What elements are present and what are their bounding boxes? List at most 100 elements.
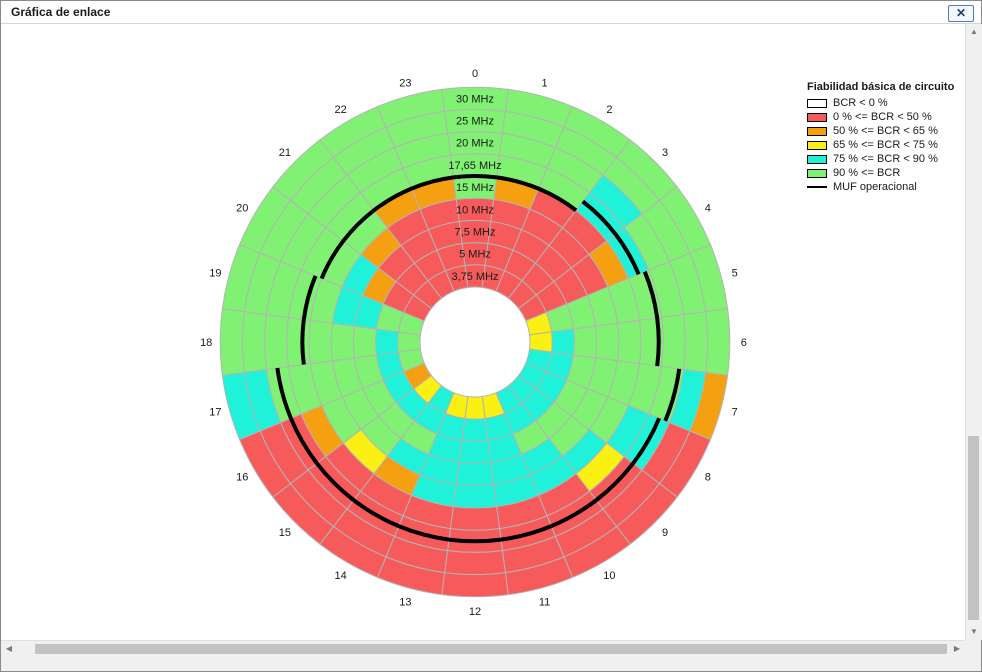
hour-label: 16 bbox=[236, 471, 248, 483]
bcr-cell bbox=[661, 313, 686, 371]
muf-segment bbox=[410, 175, 454, 191]
frequency-label: 30 MHz bbox=[456, 93, 494, 105]
muf-segment bbox=[581, 199, 618, 236]
legend-line-swatch bbox=[807, 186, 827, 188]
hour-label: 0 bbox=[472, 68, 478, 80]
legend-swatch bbox=[807, 154, 827, 164]
muf-segment bbox=[655, 317, 661, 367]
legend-label: 75 % <= BCR < 90 % bbox=[833, 153, 938, 165]
frequency-label: 7,5 MHz bbox=[455, 227, 496, 239]
title-bar: Gráfica de enlace ✕ bbox=[1, 1, 981, 24]
hour-label: 5 bbox=[732, 267, 738, 279]
hour-label: 20 bbox=[236, 203, 248, 215]
bcr-cell bbox=[264, 313, 289, 371]
legend-swatch bbox=[807, 112, 827, 122]
polar-chart: 3,75 MHz 5 MHz 7,5 MHz 10 MHz 15 MHz 17,65 MH… bbox=[200, 68, 747, 618]
muf-segment bbox=[301, 275, 318, 320]
close-button[interactable]: ✕ bbox=[948, 5, 974, 22]
muf-segment bbox=[448, 537, 502, 544]
muf-segment bbox=[537, 186, 578, 212]
muf-segment bbox=[319, 239, 345, 280]
hour-label: 7 bbox=[732, 407, 738, 419]
frequency-label: 10 MHz bbox=[456, 204, 494, 216]
legend-label: 90 % <= BCR bbox=[833, 167, 901, 179]
hour-label: 12 bbox=[469, 606, 481, 618]
legend-label: BCR < 0 % bbox=[833, 97, 888, 109]
resize-grip-icon[interactable] bbox=[965, 640, 981, 671]
frequency-label: 20 MHz bbox=[456, 138, 494, 150]
bcr-cell bbox=[455, 461, 495, 487]
legend-item-bcr-50-65: 50 % <= BCR < 65 % bbox=[807, 124, 954, 138]
scroll-down-icon[interactable]: ▼ bbox=[970, 627, 978, 636]
scroll-right-icon[interactable]: ▶ bbox=[953, 644, 961, 653]
legend-item-bcr-65-75: 65 % <= BCR < 75 % bbox=[807, 138, 954, 152]
hour-label: 14 bbox=[334, 570, 346, 582]
chart-area: 3,75 MHz 5 MHz 7,5 MHz 10 MHz 15 MHz 17,65 MH… bbox=[1, 24, 965, 640]
hour-label: 17 bbox=[209, 407, 221, 419]
bcr-cell bbox=[286, 316, 311, 368]
muf-segment bbox=[372, 186, 413, 212]
muf-segment bbox=[453, 174, 497, 180]
bcr-cell bbox=[397, 331, 422, 353]
muf-segment bbox=[315, 462, 355, 502]
legend-item-bcr-75-90: 75 % <= BCR < 90 % bbox=[807, 152, 954, 166]
legend-title: Fiabilidad básica de circuito bbox=[807, 81, 955, 93]
hour-label: 10 bbox=[603, 570, 615, 582]
legend-swatch bbox=[807, 98, 827, 108]
hour-label: 13 bbox=[399, 597, 411, 609]
window-title: Gráfica de enlace bbox=[11, 5, 111, 19]
muf-segment bbox=[275, 367, 293, 420]
muf-segment bbox=[289, 417, 319, 465]
scroll-left-icon[interactable]: ◀ bbox=[5, 644, 13, 653]
scroll-up-icon[interactable]: ▲ bbox=[970, 27, 978, 36]
bcr-cell bbox=[464, 395, 486, 420]
legend-label: MUF operacional bbox=[833, 181, 917, 193]
muf-segment bbox=[595, 462, 635, 502]
muf-segment bbox=[663, 368, 682, 422]
bcr-cell bbox=[241, 311, 267, 373]
hour-label: 2 bbox=[606, 104, 612, 116]
bcr-cell bbox=[330, 322, 356, 362]
muf-segment bbox=[500, 524, 553, 542]
frequency-label: 15 MHz bbox=[456, 182, 494, 194]
legend: Fiabilidad básica de circuito BCR < 0 % … bbox=[807, 81, 954, 194]
legend-swatch bbox=[807, 126, 827, 136]
bcr-cell bbox=[572, 325, 598, 359]
hour-label: 23 bbox=[399, 77, 411, 89]
muf-segment bbox=[341, 208, 376, 243]
hour-label: 15 bbox=[279, 527, 291, 539]
muf-segment bbox=[352, 498, 400, 528]
frequency-label: 17,65 MHz bbox=[448, 160, 501, 172]
hour-label: 1 bbox=[542, 77, 548, 89]
legend-swatch bbox=[807, 168, 827, 178]
bcr-cell bbox=[458, 439, 492, 465]
bcr-cell bbox=[219, 308, 245, 376]
vertical-scroll-thumb[interactable] bbox=[968, 436, 979, 620]
legend-label: 0 % <= BCR < 50 % bbox=[833, 111, 932, 123]
legend-item-bcr-90-plus: 90 % <= BCR bbox=[807, 166, 954, 180]
status-bar bbox=[1, 657, 965, 671]
bcr-cell bbox=[617, 319, 642, 365]
muf-segment bbox=[613, 232, 641, 275]
muf-segment bbox=[300, 319, 306, 365]
legend-label: 65 % <= BCR < 75 % bbox=[833, 139, 938, 151]
vertical-scrollbar[interactable]: ▲ ▼ bbox=[965, 24, 982, 640]
horizontal-scroll-thumb[interactable] bbox=[35, 644, 947, 654]
frequency-labels: 3,75 MHz 5 MHz 7,5 MHz 10 MHz 15 MHz 17,65 MH… bbox=[448, 93, 501, 283]
bcr-cell bbox=[594, 322, 620, 362]
muf-segment bbox=[496, 175, 540, 191]
frequency-label: 25 MHz bbox=[456, 116, 494, 128]
legend-item-muf: MUF operacional bbox=[807, 180, 954, 194]
hour-label: 22 bbox=[334, 104, 346, 116]
hour-label: 9 bbox=[662, 527, 668, 539]
horizontal-scrollbar[interactable]: ◀ ▶ bbox=[1, 640, 965, 657]
legend-label: 50 % <= BCR < 65 % bbox=[833, 125, 938, 137]
legend-item-bcr-0-50: 0 % <= BCR < 50 % bbox=[807, 110, 954, 124]
hour-label: 4 bbox=[705, 203, 711, 215]
bcr-cell bbox=[352, 325, 378, 359]
muf-segment bbox=[642, 270, 660, 319]
frequency-label: 5 MHz bbox=[459, 249, 491, 261]
bcr-cell bbox=[452, 484, 498, 509]
